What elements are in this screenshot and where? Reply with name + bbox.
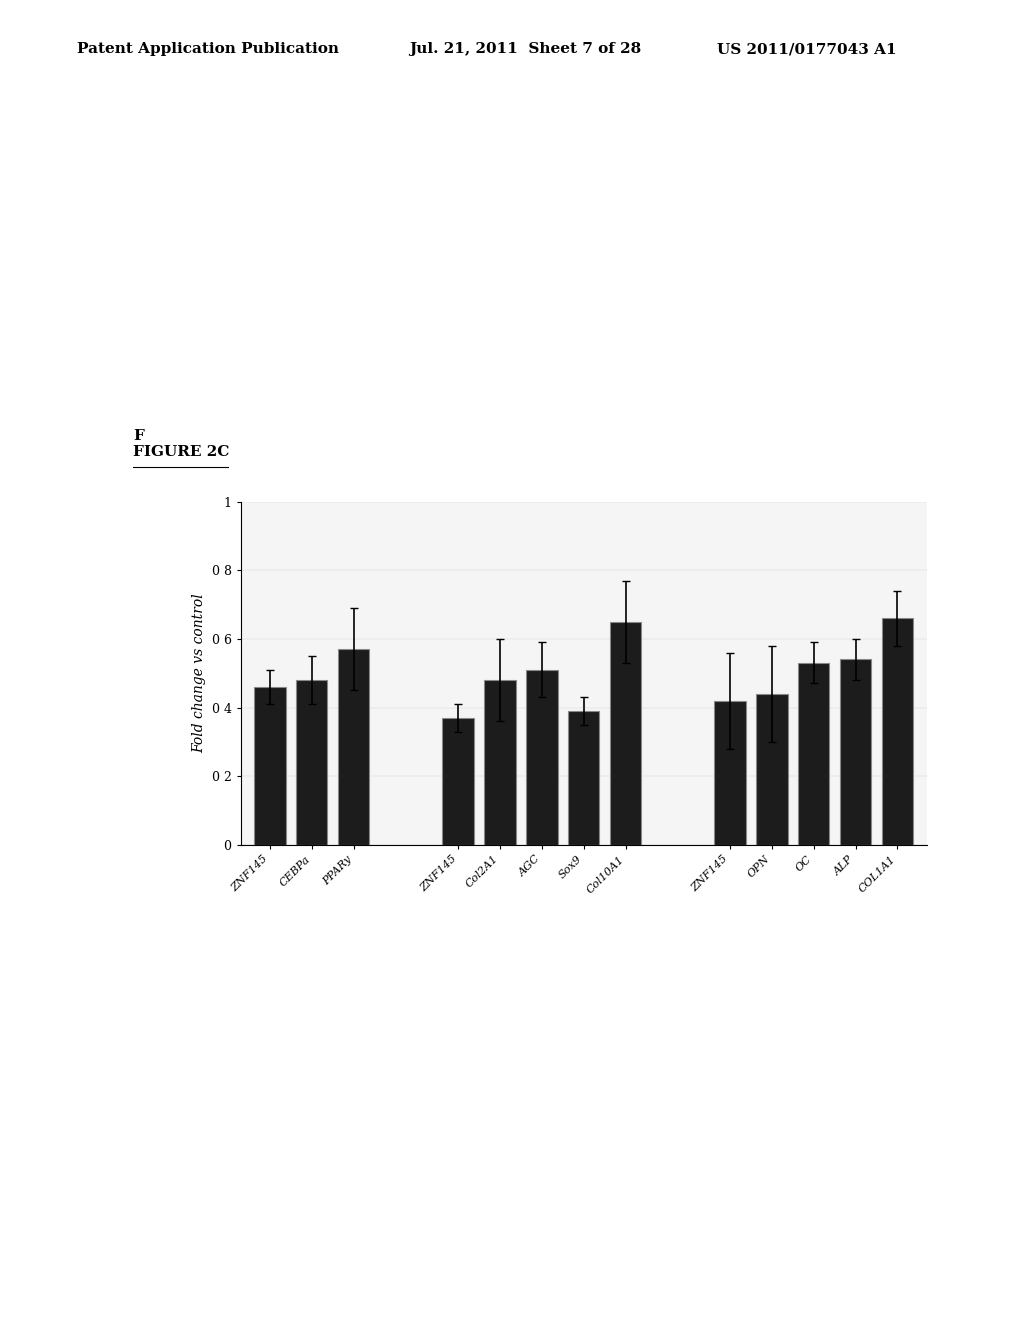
Bar [840, 660, 871, 845]
Bar [526, 669, 557, 845]
Bar [254, 686, 286, 845]
Bar [882, 618, 913, 845]
Bar [715, 701, 745, 845]
Bar [610, 622, 641, 845]
Bar [757, 694, 787, 845]
Text: FIGURE 2C: FIGURE 2C [133, 445, 229, 459]
Bar [484, 680, 516, 845]
Y-axis label: Fold change vs control: Fold change vs control [193, 593, 206, 754]
Bar [338, 649, 370, 845]
Bar [568, 711, 599, 845]
Bar [442, 718, 474, 845]
Text: Jul. 21, 2011  Sheet 7 of 28: Jul. 21, 2011 Sheet 7 of 28 [410, 42, 642, 57]
Text: US 2011/0177043 A1: US 2011/0177043 A1 [717, 42, 896, 57]
Text: F: F [133, 429, 144, 444]
Text: Patent Application Publication: Patent Application Publication [77, 42, 339, 57]
Bar [798, 663, 829, 845]
Bar [296, 680, 328, 845]
